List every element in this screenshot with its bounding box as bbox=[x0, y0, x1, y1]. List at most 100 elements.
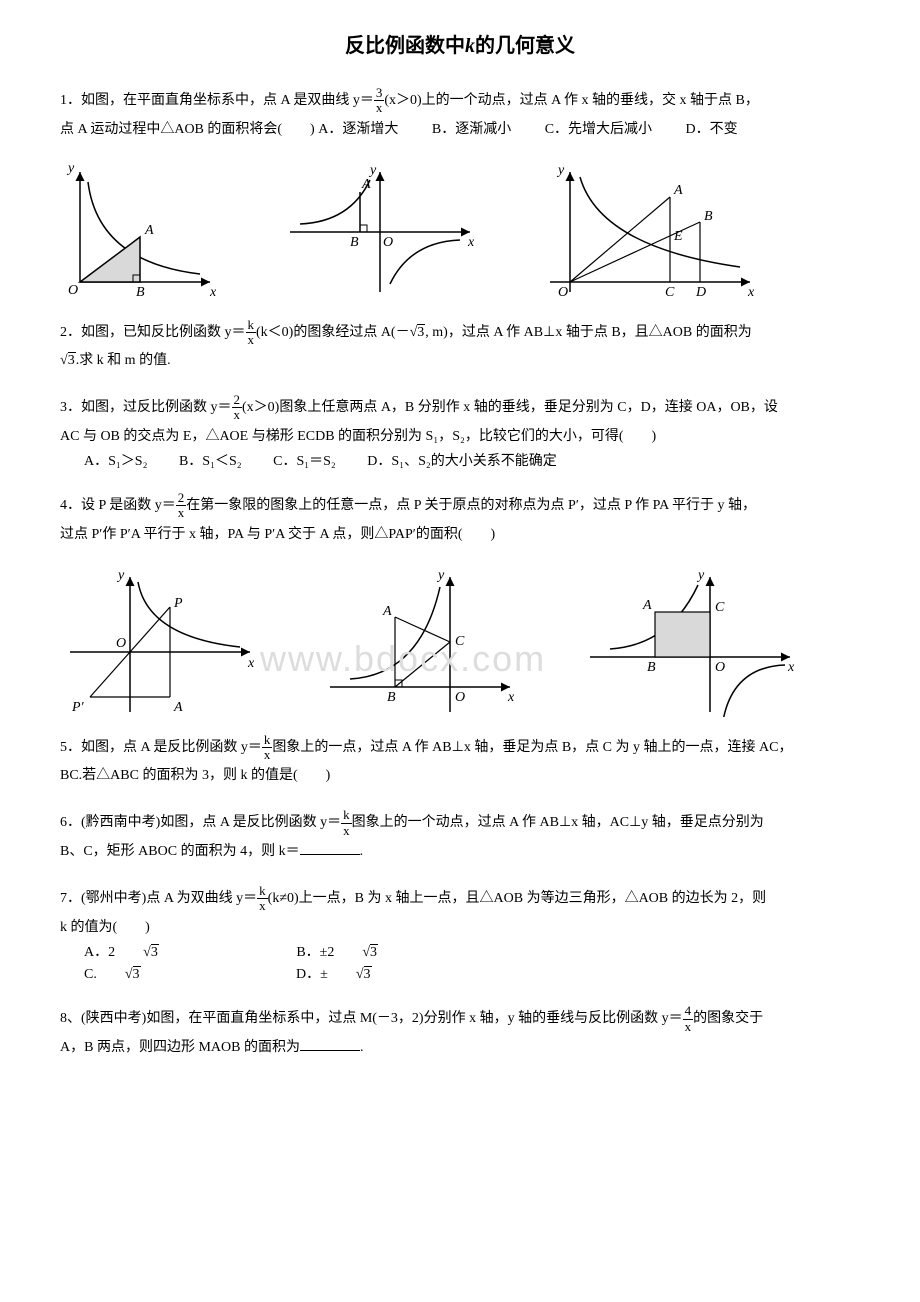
p6-frac: kx bbox=[341, 808, 352, 838]
p7-a: 7．(鄂州中考)点 A 为双曲线 y＝ bbox=[60, 891, 257, 906]
p7-b: (k≠0)上一点，B 为 x 轴上一点，且△AOB 为等边三角形，△AOB 的边… bbox=[268, 891, 766, 906]
svg-text:O: O bbox=[715, 660, 725, 675]
p1-c: 点 A 运动过程中△AOB 的面积将会( ) bbox=[60, 122, 315, 137]
svg-text:x: x bbox=[747, 285, 755, 300]
p3-c: AC 与 OB 的交点为 E，△AOE 与梯形 ECDB 的面积分别为 S₁，S… bbox=[60, 429, 656, 444]
p3-options: A．S₁＞S₂ B．S₁＜S₂ C．S₁＝S₂ D．S₁、S₂的大小关系不能确定 bbox=[84, 451, 860, 473]
svg-text:O: O bbox=[116, 636, 126, 651]
p3-opt-b: B．S₁＜S₂ bbox=[179, 454, 242, 469]
figure-1: y x O A B bbox=[60, 162, 220, 302]
figure-2: y x O A B bbox=[280, 162, 480, 302]
p2-frac: kx bbox=[246, 318, 257, 348]
figures-row-1: y x O A B y x O A B bbox=[60, 162, 860, 302]
svg-text:C: C bbox=[715, 600, 725, 615]
figure-4: y x O P P′ A bbox=[60, 567, 260, 717]
svg-text:x: x bbox=[467, 235, 475, 250]
problem-4: 4．设 P 是函数 y＝2x在第一象限的图象上的任意一点，点 P 关于原点的对称… bbox=[60, 491, 860, 549]
svg-text:O: O bbox=[383, 235, 393, 250]
svg-text:y: y bbox=[436, 568, 445, 583]
p1-opt-a: A．逐渐增大 bbox=[318, 122, 398, 137]
problem-2-text: 2．如图，已知反比例函数 y＝kx(k＜0)的图象经过点 A(－3, m)，过点… bbox=[60, 318, 860, 376]
svg-text:D: D bbox=[695, 285, 706, 300]
svg-text:y: y bbox=[66, 162, 75, 176]
p5-b: 图象上的一点，过点 A 作 AB⊥x 轴，垂足为点 B，点 C 为 y 轴上的一… bbox=[272, 740, 792, 755]
p3-frac: 2x bbox=[232, 393, 243, 423]
problem-1-text: 1．如图，在平面直角坐标系中，点 A 是双曲线 y＝3x(x＞0)上的一个动点，… bbox=[60, 86, 860, 144]
p6-b: 图象上的一个动点，过点 A 作 AB⊥x 轴，AC⊥y 轴，垂足点分别为 bbox=[352, 815, 764, 830]
svg-text:y: y bbox=[556, 163, 565, 178]
svg-text:P′: P′ bbox=[71, 700, 85, 715]
p3-opt-a: A．S₁＞S₂ bbox=[84, 454, 147, 469]
p2-c: , m)，过点 A 作 AB⊥x 轴于点 B，且△AOB 的面积为 bbox=[425, 325, 751, 340]
svg-text:B: B bbox=[350, 235, 359, 250]
p7-options: A．23 B．±23 C.3 D．±3 bbox=[84, 942, 860, 987]
svg-text:C: C bbox=[665, 285, 675, 300]
p1-a: 1．如图，在平面直角坐标系中，点 A 是双曲线 y＝ bbox=[60, 93, 374, 108]
figure-6: y x O A C B bbox=[580, 567, 800, 717]
problem-4-text: 4．设 P 是函数 y＝2x在第一象限的图象上的任意一点，点 P 关于原点的对称… bbox=[60, 491, 860, 549]
p3-a: 3．如图，过反比例函数 y＝ bbox=[60, 400, 232, 415]
svg-text:A: A bbox=[361, 177, 371, 192]
p6-d: . bbox=[360, 844, 364, 859]
problem-6-text: 6．(黔西南中考)如图，点 A 是反比例函数 y＝kx图象上的一个动点，过点 A… bbox=[60, 808, 860, 866]
p7-frac: kx bbox=[257, 884, 268, 914]
p4-c: 过点 P′作 P′A 平行于 x 轴，PA 与 P′A 交于 A 点，则△PAP… bbox=[60, 527, 495, 542]
p8-a: 8、(陕西中考)如图，在平面直角坐标系中，过点 M(－3，2)分别作 x 轴，y… bbox=[60, 1011, 683, 1026]
svg-text:x: x bbox=[209, 285, 217, 300]
problem-3: 3．如图，过反比例函数 y＝2x(x＞0)图象上任意两点 A，B 分别作 x 轴… bbox=[60, 393, 860, 473]
p2-sqrt2: 3 bbox=[60, 352, 76, 368]
svg-text:O: O bbox=[455, 690, 465, 705]
p6-blank bbox=[300, 841, 360, 855]
p3-b: (x＞0)图象上任意两点 A，B 分别作 x 轴的垂线，垂足分别为 C，D，连接… bbox=[242, 400, 778, 415]
svg-text:A: A bbox=[382, 604, 392, 619]
svg-text:O: O bbox=[558, 285, 568, 300]
p1-opt-d: D．不变 bbox=[686, 122, 738, 137]
svg-text:E: E bbox=[673, 229, 683, 244]
problem-3-text: 3．如图，过反比例函数 y＝2x(x＞0)图象上任意两点 A，B 分别作 x 轴… bbox=[60, 393, 860, 451]
p5-a: 5．如图，点 A 是反比例函数 y＝ bbox=[60, 740, 262, 755]
p1-b: (x＞0)上的一个动点，过点 A 作 x 轴的垂线，交 x 轴于点 B， bbox=[384, 93, 759, 108]
svg-text:P: P bbox=[173, 596, 183, 611]
p7-opt-d: D．±3 bbox=[296, 967, 427, 982]
p1-frac: 3x bbox=[374, 86, 385, 116]
title-var: k bbox=[465, 35, 475, 57]
problem-2: 2．如图，已知反比例函数 y＝kx(k＜0)的图象经过点 A(－3, m)，过点… bbox=[60, 318, 860, 376]
figure-3: y x O A B C D E bbox=[540, 162, 760, 302]
svg-text:x: x bbox=[507, 690, 515, 705]
svg-text:x: x bbox=[787, 660, 795, 675]
p4-b: 在第一象限的图象上的任意一点，点 P 关于原点的对称点为点 P′，过点 P 作 … bbox=[186, 498, 756, 513]
svg-text:x: x bbox=[247, 656, 255, 671]
svg-text:B: B bbox=[136, 285, 145, 300]
p8-c: A，B 两点，则四边形 MAOB 的面积为 bbox=[60, 1040, 300, 1055]
problem-7: 7．(鄂州中考)点 A 为双曲线 y＝kx(k≠0)上一点，B 为 x 轴上一点… bbox=[60, 884, 860, 986]
p5-frac: kx bbox=[262, 733, 273, 763]
p5-c: BC.若△ABC 的面积为 3，则 k 的值是( ) bbox=[60, 768, 330, 783]
p1-opt-c: C．先增大后减小 bbox=[545, 122, 652, 137]
svg-text:y: y bbox=[696, 568, 705, 583]
svg-text:C: C bbox=[455, 634, 465, 649]
svg-text:B: B bbox=[704, 209, 713, 224]
p7-opt-a: A．23 bbox=[84, 945, 215, 960]
p7-opt-c: C.3 bbox=[84, 967, 197, 982]
p6-a: 6．(黔西南中考)如图，点 A 是反比例函数 y＝ bbox=[60, 815, 341, 830]
svg-text:y: y bbox=[116, 568, 125, 583]
p8-b: 的图象交于 bbox=[693, 1011, 763, 1026]
svg-text:A: A bbox=[173, 700, 183, 715]
p2-d: .求 k 和 m 的值. bbox=[76, 353, 171, 368]
p3-opt-c: C．S₁＝S₂ bbox=[273, 454, 336, 469]
figure-5: y x O A B C bbox=[320, 567, 520, 717]
p2-sqrt1: 3 bbox=[410, 324, 426, 340]
p8-d: . bbox=[360, 1040, 364, 1055]
problem-5: 5．如图，点 A 是反比例函数 y＝kx图象上的一点，过点 A 作 AB⊥x 轴… bbox=[60, 733, 860, 791]
svg-text:A: A bbox=[673, 183, 683, 198]
svg-text:B: B bbox=[647, 660, 656, 675]
p8-blank bbox=[300, 1037, 360, 1051]
p2-b: (k＜0)的图象经过点 A(－ bbox=[256, 325, 410, 340]
problem-7-text: 7．(鄂州中考)点 A 为双曲线 y＝kx(k≠0)上一点，B 为 x 轴上一点… bbox=[60, 884, 860, 942]
p3-opt-d: D．S₁、S₂的大小关系不能确定 bbox=[367, 454, 556, 469]
p7-c: k 的值为( ) bbox=[60, 920, 150, 935]
p4-a: 4．设 P 是函数 y＝ bbox=[60, 498, 176, 513]
problem-8-text: 8、(陕西中考)如图，在平面直角坐标系中，过点 M(－3，2)分别作 x 轴，y… bbox=[60, 1004, 860, 1062]
problem-1: 1．如图，在平面直角坐标系中，点 A 是双曲线 y＝3x(x＞0)上的一个动点，… bbox=[60, 86, 860, 144]
problem-6: 6．(黔西南中考)如图，点 A 是反比例函数 y＝kx图象上的一个动点，过点 A… bbox=[60, 808, 860, 866]
